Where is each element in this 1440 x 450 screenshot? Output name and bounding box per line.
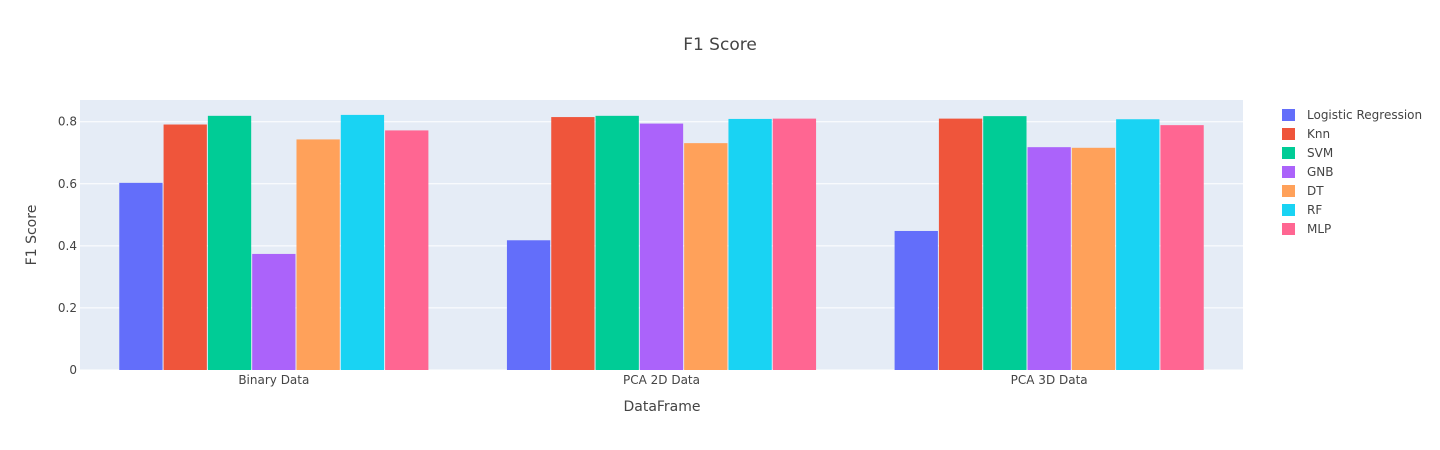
y-axis-title: F1 Score: [24, 205, 40, 266]
y-tick-label: 0.4: [58, 239, 77, 253]
y-tick-labels: 0 0.2 0.4 0.6 0.8: [58, 115, 77, 377]
bar-mlp-2[interactable]: [1160, 125, 1204, 370]
x-axis-title: DataFrame: [623, 399, 700, 415]
y-tick-label: 0.6: [58, 177, 77, 191]
bar-knn-0[interactable]: [163, 124, 207, 370]
bar-knn-2[interactable]: [938, 118, 983, 370]
bar-svm-2[interactable]: [983, 116, 1027, 370]
bar-svm-1[interactable]: [595, 115, 639, 371]
legend-swatch: [1282, 185, 1295, 197]
legend-item-svm[interactable]: SVM: [1282, 146, 1333, 160]
legend-swatch: [1282, 109, 1295, 121]
legend-swatch: [1282, 147, 1295, 159]
bar-gnb-2[interactable]: [1027, 147, 1071, 370]
bar-rf-0[interactable]: [340, 114, 385, 371]
bar-logistic-regression-0[interactable]: [119, 182, 163, 370]
legend-label: RF: [1307, 203, 1322, 217]
legend-label: MLP: [1307, 222, 1331, 236]
bar-logistic-regression-1[interactable]: [506, 240, 551, 370]
y-tick-label: 0: [69, 363, 77, 377]
legend-swatch: [1282, 166, 1295, 178]
x-tick-label: PCA 3D Data: [1011, 373, 1088, 387]
x-tick-labels: Binary Data PCA 2D Data PCA 3D Data: [238, 373, 1087, 387]
y-tick-label: 0.2: [58, 301, 77, 315]
bar-gnb-0[interactable]: [252, 253, 296, 370]
legend-swatch: [1282, 128, 1295, 140]
legend-item-gnb[interactable]: GNB: [1282, 165, 1334, 179]
bar-knn-1[interactable]: [551, 117, 595, 370]
legend-item-dt[interactable]: DT: [1282, 184, 1324, 198]
bar-rf-2[interactable]: [1116, 119, 1160, 370]
x-tick-label: Binary Data: [238, 373, 309, 387]
bar-mlp-1[interactable]: [772, 118, 817, 370]
bar-rf-1[interactable]: [728, 118, 772, 371]
bar-dt-2[interactable]: [1071, 147, 1116, 370]
legend-label: DT: [1307, 184, 1324, 198]
bar-mlp-0[interactable]: [385, 130, 429, 370]
chart-title: F1 Score: [683, 35, 757, 55]
legend-label: Logistic Regression: [1307, 108, 1422, 122]
bar-gnb-1[interactable]: [639, 123, 684, 370]
legend-label: SVM: [1307, 146, 1333, 160]
bar-svm-0[interactable]: [207, 115, 252, 371]
bar-logistic-regression-2[interactable]: [894, 230, 938, 370]
legend-item-logistic-regression[interactable]: Logistic Regression: [1282, 108, 1422, 122]
y-tick-label: 0.8: [58, 115, 77, 129]
x-tick-label: PCA 2D Data: [623, 373, 700, 387]
legend-label: GNB: [1307, 165, 1334, 179]
legend-label: Knn: [1307, 127, 1330, 141]
legend-item-rf[interactable]: RF: [1282, 203, 1322, 217]
legend[interactable]: Logistic Regression Knn SVM GNB DT RF MLP: [1282, 108, 1422, 236]
legend-swatch: [1282, 223, 1295, 235]
bars-group: [119, 114, 1204, 371]
bar-dt-0[interactable]: [296, 139, 340, 370]
legend-item-knn[interactable]: Knn: [1282, 127, 1330, 141]
legend-swatch: [1282, 204, 1295, 216]
legend-item-mlp[interactable]: MLP: [1282, 222, 1331, 236]
bar-dt-1[interactable]: [684, 143, 728, 370]
